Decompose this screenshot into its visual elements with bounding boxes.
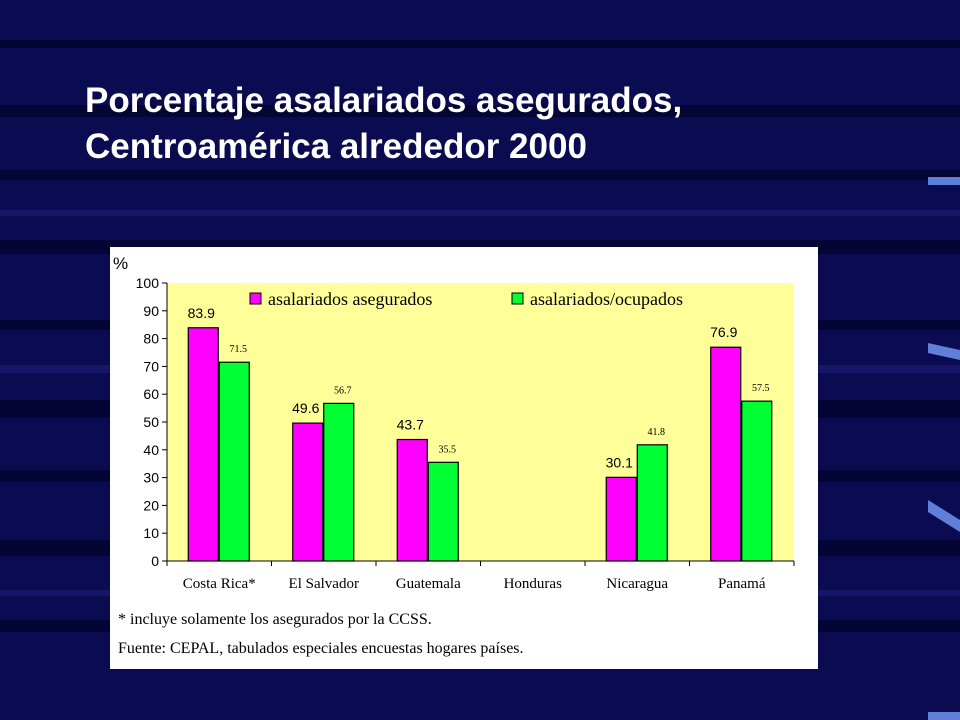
legend [238,285,736,315]
bar-asegurados [396,438,428,562]
x-tick-label: Costa Rica* [183,576,256,592]
data-label: 43.7 [397,417,424,433]
x-tick-label: El Salvador [289,576,359,592]
title-line-1: Porcentaje asalariados asegurados, [85,81,683,120]
bar-asegurados [187,327,219,562]
bar-asegurados [292,422,324,562]
bar-asegurados [710,346,742,562]
y-tick-label: 30 [143,470,159,486]
bar-ocupados [427,461,459,562]
bar-ocupados [323,402,355,562]
y-tick-label: 0 [151,553,159,569]
x-tick-label: Panamá [718,576,766,592]
bar-asegurados [605,476,637,562]
data-label: 30.1 [606,454,633,470]
y-tick-label: 50 [143,414,159,430]
bar-ocupados [741,400,773,562]
data-label: 76.9 [710,324,737,340]
bar-ocupados [636,444,668,562]
legend-swatch [511,292,524,305]
data-label: 49.6 [292,400,319,416]
bar-ocupados [218,361,250,562]
y-tick-label: 90 [143,303,159,319]
data-label: 57.5 [752,383,770,394]
legend-label: asalariados asegurados [268,289,432,309]
footnote-note: * incluye solamente los asegurados por l… [118,611,432,628]
y-tick-label: 100 [136,275,160,291]
data-label: 35.5 [439,444,457,455]
data-label: 56.7 [334,385,352,396]
x-tick-label: Guatemala [396,576,461,592]
y-tick-label: 80 [143,331,159,347]
x-tick-label: Nicaragua [606,576,668,592]
footnote-source: Fuente: CEPAL, tabulados especiales encu… [118,640,524,657]
x-tick-label: Honduras [504,576,562,592]
y-tick-label: 60 [143,386,159,402]
y-axis-label: % [113,254,128,273]
bar-chart: 0 10 20 30 40 50 60 70 80 90 100% Costa Rica* El Sal… [113,254,795,592]
title-line-2: Centroamérica alrededor 2000 [85,127,587,166]
data-label: 41.8 [648,427,666,438]
plot-area [167,283,794,561]
y-tick-label: 20 [143,497,159,513]
data-label: 71.5 [230,344,248,355]
data-label: 83.9 [188,305,215,321]
chart-panel: 0 10 20 30 40 50 60 70 80 90 100% Costa Rica* El Sal… [110,247,818,669]
y-tick-label: 10 [143,525,159,541]
legend-label: asalariados/ocupados [530,289,683,309]
y-tick-label: 40 [143,442,159,458]
y-tick-label: 70 [143,358,159,374]
slide-title: Porcentaje asalariados asegurados, Centr… [85,78,905,170]
legend-swatch [249,292,262,305]
